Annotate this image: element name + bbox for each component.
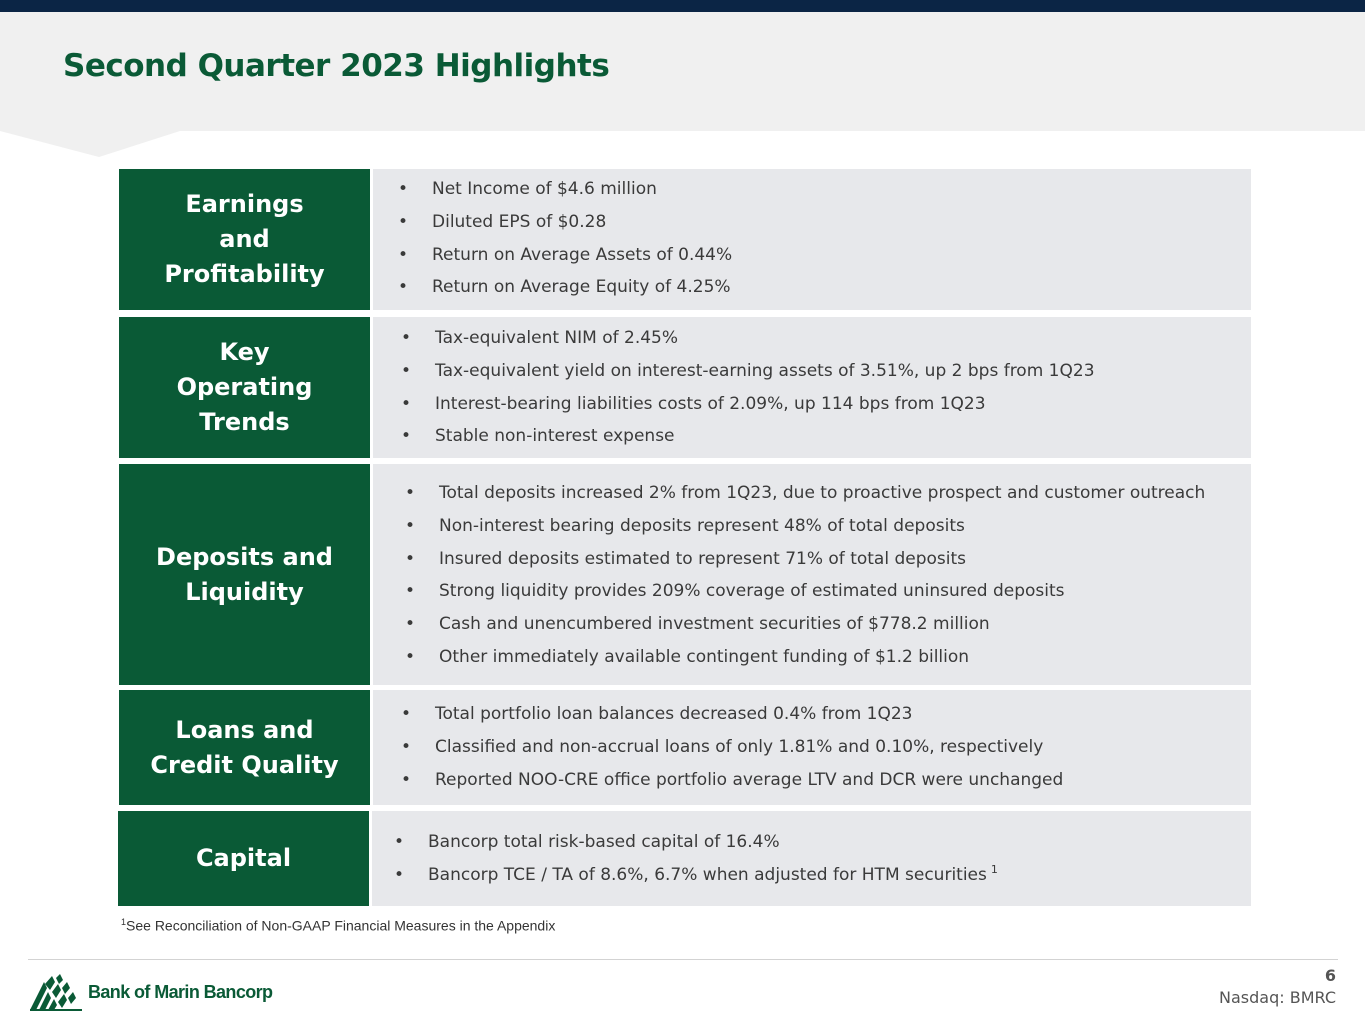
bullet-list: Total deposits increased 2% from 1Q23, d…	[403, 477, 1205, 674]
section-capital: Capital Bancorp total risk-based capital…	[118, 811, 1251, 906]
bullet-item: Reported NOO-CRE office portfolio averag…	[399, 764, 1063, 797]
bullet-item: Tax-equivalent yield on interest-earning…	[399, 355, 1095, 388]
bullet-item: Stable non-interest expense	[399, 420, 1095, 453]
bullet-item: Net Income of $4.6 million	[396, 173, 732, 206]
bullet-list: Total portfolio loan balances decreased …	[399, 698, 1063, 796]
section-label: Earnings and Profitability	[119, 169, 370, 310]
section-body: Net Income of $4.6 million Diluted EPS o…	[373, 169, 1251, 310]
bullet-item: Bancorp TCE / TA of 8.6%, 6.7% when adju…	[392, 859, 998, 892]
bullet-item: Insured deposits estimated to represent …	[403, 543, 1205, 576]
page-title: Second Quarter 2023 Highlights	[63, 48, 610, 84]
bullet-item: Return on Average Equity of 4.25%	[396, 271, 732, 304]
header-band	[0, 12, 1365, 131]
page-number: 6	[1324, 966, 1336, 985]
section-label: Loans and Credit Quality	[119, 690, 370, 805]
bullet-item: Other immediately available contingent f…	[403, 641, 1205, 674]
bullet-item: Return on Average Assets of 0.44%	[396, 239, 732, 272]
section-body: Total portfolio loan balances decreased …	[373, 690, 1251, 805]
section-label: Capital	[118, 811, 369, 906]
section-body: Tax-equivalent NIM of 2.45% Tax-equivale…	[373, 317, 1251, 458]
footnote-mark: 1	[121, 917, 127, 927]
bullet-item: Diluted EPS of $0.28	[396, 206, 732, 239]
footnote: 1See Reconciliation of Non-GAAP Financia…	[121, 917, 555, 934]
section-loans-credit: Loans and Credit Quality Total portfolio…	[119, 690, 1251, 805]
bullet-item: Interest-bearing liabilities costs of 2.…	[399, 388, 1095, 421]
mountain-stripes-icon	[30, 974, 82, 1011]
section-key-operating-trends: Key Operating Trends Tax-equivalent NIM …	[119, 317, 1251, 458]
bullet-list: Bancorp total risk-based capital of 16.4…	[392, 826, 998, 892]
section-label: Deposits and Liquidity	[119, 464, 370, 685]
section-earnings: Earnings and Profitability Net Income of…	[119, 169, 1251, 310]
section-deposits-liquidity: Deposits and Liquidity Total deposits in…	[119, 464, 1251, 685]
bullet-text: Bancorp TCE / TA of 8.6%, 6.7% when adju…	[428, 864, 987, 885]
bullet-item: Strong liquidity provides 209% coverage …	[403, 575, 1205, 608]
section-label: Key Operating Trends	[119, 317, 370, 458]
bullet-item: Tax-equivalent NIM of 2.45%	[399, 322, 1095, 355]
footer-divider	[28, 959, 1338, 960]
company-logo: Bank of Marin Bancorp	[30, 972, 273, 1012]
bullet-list: Tax-equivalent NIM of 2.45% Tax-equivale…	[399, 322, 1095, 453]
bullet-item: Classified and non-accrual loans of only…	[399, 731, 1063, 764]
logo-text: Bank of Marin Bancorp	[88, 981, 273, 1002]
header-notch	[0, 131, 180, 157]
footnote-reference: 1	[990, 863, 998, 877]
top-accent-bar	[0, 0, 1365, 12]
bullet-item: Total portfolio loan balances decreased …	[399, 698, 1063, 731]
section-body: Total deposits increased 2% from 1Q23, d…	[373, 464, 1251, 685]
bullet-item: Cash and unencumbered investment securit…	[403, 608, 1205, 641]
section-body: Bancorp total risk-based capital of 16.4…	[372, 811, 1251, 906]
bullet-list: Net Income of $4.6 million Diluted EPS o…	[396, 173, 732, 304]
bullet-item: Total deposits increased 2% from 1Q23, d…	[403, 477, 1205, 510]
footnote-text: See Reconciliation of Non-GAAP Financial…	[126, 917, 556, 934]
ticker-symbol: Nasdaq: BMRC	[1219, 988, 1336, 1007]
bullet-item: Bancorp total risk-based capital of 16.4…	[392, 826, 998, 859]
bullet-item: Non-interest bearing deposits represent …	[403, 510, 1205, 543]
